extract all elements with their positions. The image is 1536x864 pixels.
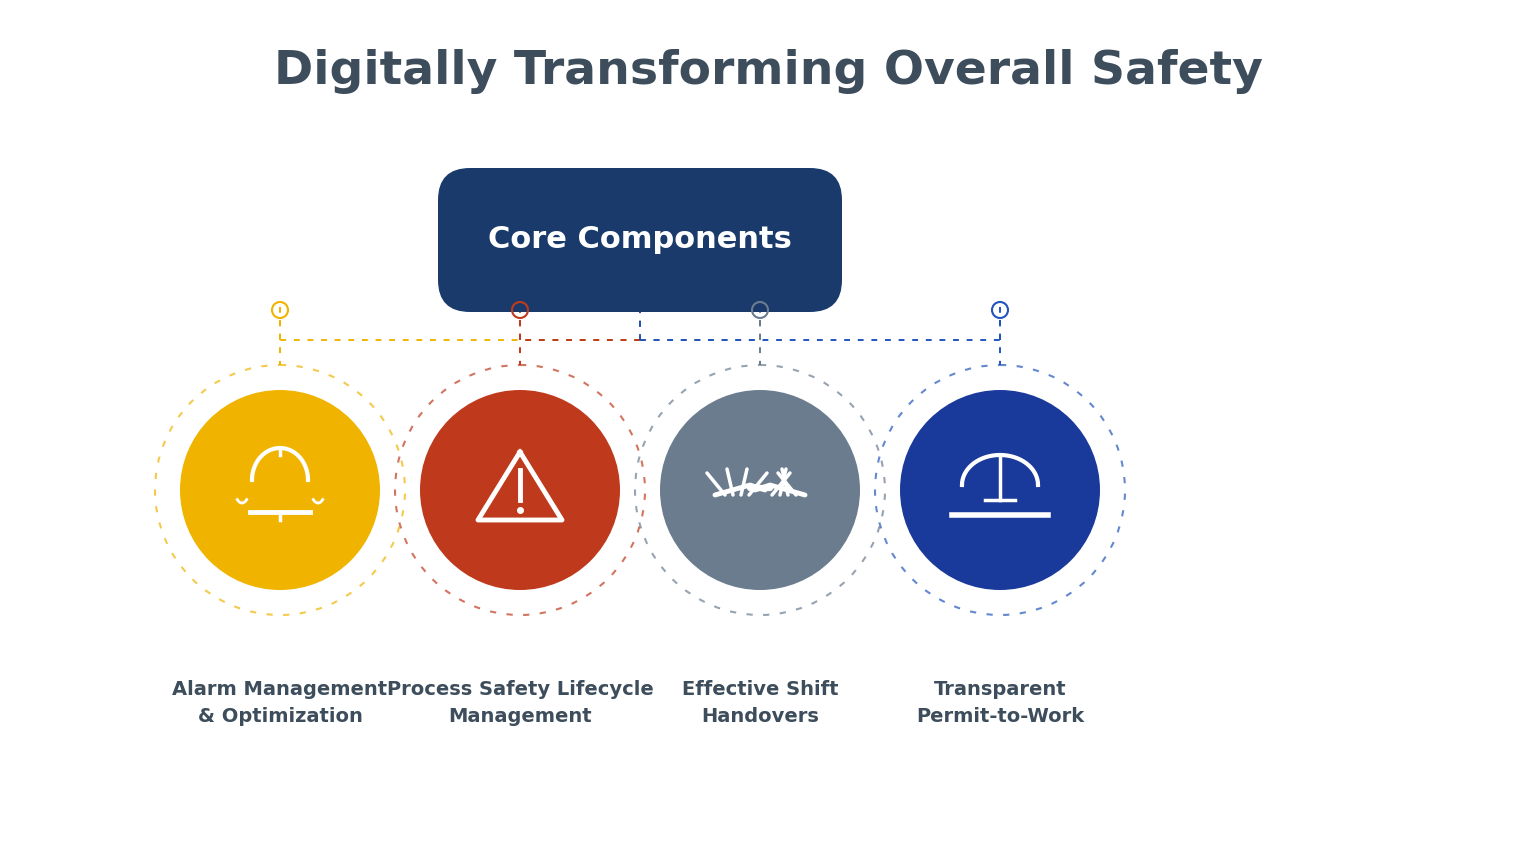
Text: Process Safety Lifecycle
Management: Process Safety Lifecycle Management [387, 680, 653, 726]
Circle shape [419, 390, 621, 590]
Circle shape [660, 390, 860, 590]
Text: Digitally Transforming Overall Safety: Digitally Transforming Overall Safety [273, 49, 1263, 94]
Circle shape [180, 390, 379, 590]
FancyBboxPatch shape [438, 168, 842, 312]
Text: Effective Shift
Handovers: Effective Shift Handovers [682, 680, 839, 726]
Circle shape [900, 390, 1100, 590]
Text: Transparent
Permit-to-Work: Transparent Permit-to-Work [915, 680, 1084, 726]
Text: Alarm Management
& Optimization: Alarm Management & Optimization [172, 680, 387, 726]
Text: Core Components: Core Components [488, 226, 793, 255]
